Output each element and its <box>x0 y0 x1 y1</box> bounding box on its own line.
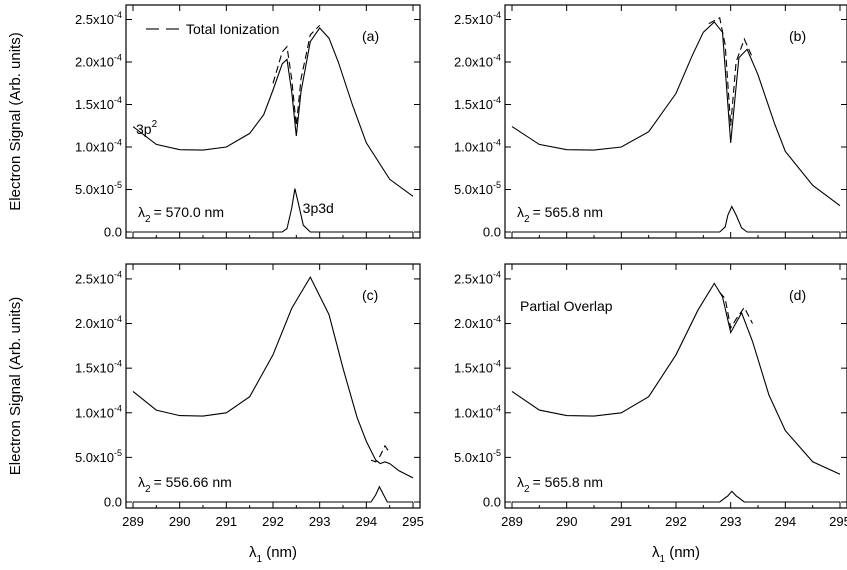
x-tick-label: 295 <box>829 514 847 529</box>
y-tick-label: 0.0 <box>104 225 122 240</box>
y-tick-label: 5.0x10-5 <box>75 448 122 465</box>
series-line-2 <box>512 490 840 503</box>
x-tick-label: 293 <box>309 514 331 529</box>
x-tick-label: 290 <box>556 514 578 529</box>
lambda2-label: λ2 = 565.8 nm <box>517 204 603 225</box>
lambda2-label: λ2 = 570.0 nm <box>138 204 224 225</box>
y-tick-label: 2.5x10-4 <box>454 10 501 27</box>
y-tick-label: 1.5x10-4 <box>454 359 501 376</box>
legend-label: Total Ionization <box>186 21 279 37</box>
lambda2-label: λ2 = 556.66 nm <box>138 474 232 495</box>
x-tick-label: 291 <box>215 514 237 529</box>
panel-b: 0.0 5.0x10-5 1.0x10-4 1.5x10-4 2.0x10-4 2.5x1… <box>454 4 847 240</box>
x-tick-label: 290 <box>169 514 191 529</box>
x-tick-label: 291 <box>610 514 632 529</box>
y-tick-label: 5.0x10-5 <box>75 180 122 197</box>
state-3p3d-label: 3p3d <box>303 200 334 216</box>
y-tick-label: 1.5x10-4 <box>75 95 122 112</box>
series-line-2 <box>133 188 413 233</box>
panel-label: (d) <box>789 287 806 303</box>
x-tick-label: 295 <box>402 514 424 529</box>
lambda2-label: λ2 = 565.8 nm <box>517 474 603 495</box>
panel-label: (a) <box>362 28 379 44</box>
series-line-0 <box>132 27 414 197</box>
y-tick-label: 1.0x10-4 <box>454 403 501 420</box>
y-tick-label: 2.0x10-4 <box>75 53 122 70</box>
y-tick-label: 0.0 <box>483 495 501 510</box>
panel-label: (c) <box>362 287 378 303</box>
y-axis-title: Electron Signal (Arb. units) <box>7 297 24 475</box>
y-tick-label: 1.0x10-4 <box>75 403 122 420</box>
y-tick-label: 2.5x10-4 <box>454 269 501 286</box>
y-tick-label: 2.5x10-4 <box>75 269 122 286</box>
y-tick-label: 5.0x10-5 <box>454 180 501 197</box>
y-tick-label: 2.5x10-4 <box>75 10 122 27</box>
y-tick-label: 1.0x10-4 <box>454 138 501 155</box>
x-tick-label: 294 <box>774 514 796 529</box>
y-tick-label: 2.0x10-4 <box>454 314 501 331</box>
y-tick-label: 1.5x10-4 <box>454 95 501 112</box>
series-line-1 <box>719 291 753 330</box>
series-line-0 <box>132 275 414 479</box>
x-axis-title: λ1 (nm) <box>249 544 297 565</box>
y-tick-label: 2.0x10-4 <box>454 53 501 70</box>
x-tick-label: 293 <box>720 514 742 529</box>
y-tick-label: 1.5x10-4 <box>75 359 122 376</box>
series-line-2 <box>512 205 840 233</box>
panel-c: 289 290 291 292 293 294 295 0.0 5.0x10-5 1.0x10-4… <box>7 263 424 565</box>
y-tick-label: 2.0x10-4 <box>75 314 122 331</box>
x-tick-label: 289 <box>122 514 144 529</box>
series-line-1 <box>370 444 391 463</box>
y-tick-label: 1.0x10-4 <box>75 138 122 155</box>
panel-a: 0.0 5.0x10-5 1.0x10-4 1.5x10-4 2.0x10-4 2.5x1… <box>7 4 421 240</box>
x-tick-label: 292 <box>665 514 687 529</box>
y-tick-label: 0.0 <box>104 495 122 510</box>
x-tick-label: 294 <box>355 514 377 529</box>
x-axis-title: λ1 (nm) <box>652 544 700 565</box>
series-line-2 <box>133 485 413 503</box>
series-line-1 <box>708 16 754 126</box>
series-line-1 <box>272 25 321 126</box>
x-tick-label: 292 <box>262 514 284 529</box>
y-axis-title: Electron Signal (Arb. units) <box>7 32 24 210</box>
panel-label: (b) <box>789 28 806 44</box>
y-tick-label: 5.0x10-5 <box>454 448 501 465</box>
partial-overlap-note: Partial Overlap <box>520 298 613 314</box>
y-tick-label: 0.0 <box>483 225 501 240</box>
series-line-0 <box>511 282 841 475</box>
series-line-0 <box>511 21 841 207</box>
panel-d: 289 290 291 292 293 294 295 0.0 5.0x10-5 1.0x10-4… <box>454 263 847 565</box>
state-3p2-label: 3p2 <box>136 119 158 137</box>
x-tick-label: 289 <box>501 514 523 529</box>
